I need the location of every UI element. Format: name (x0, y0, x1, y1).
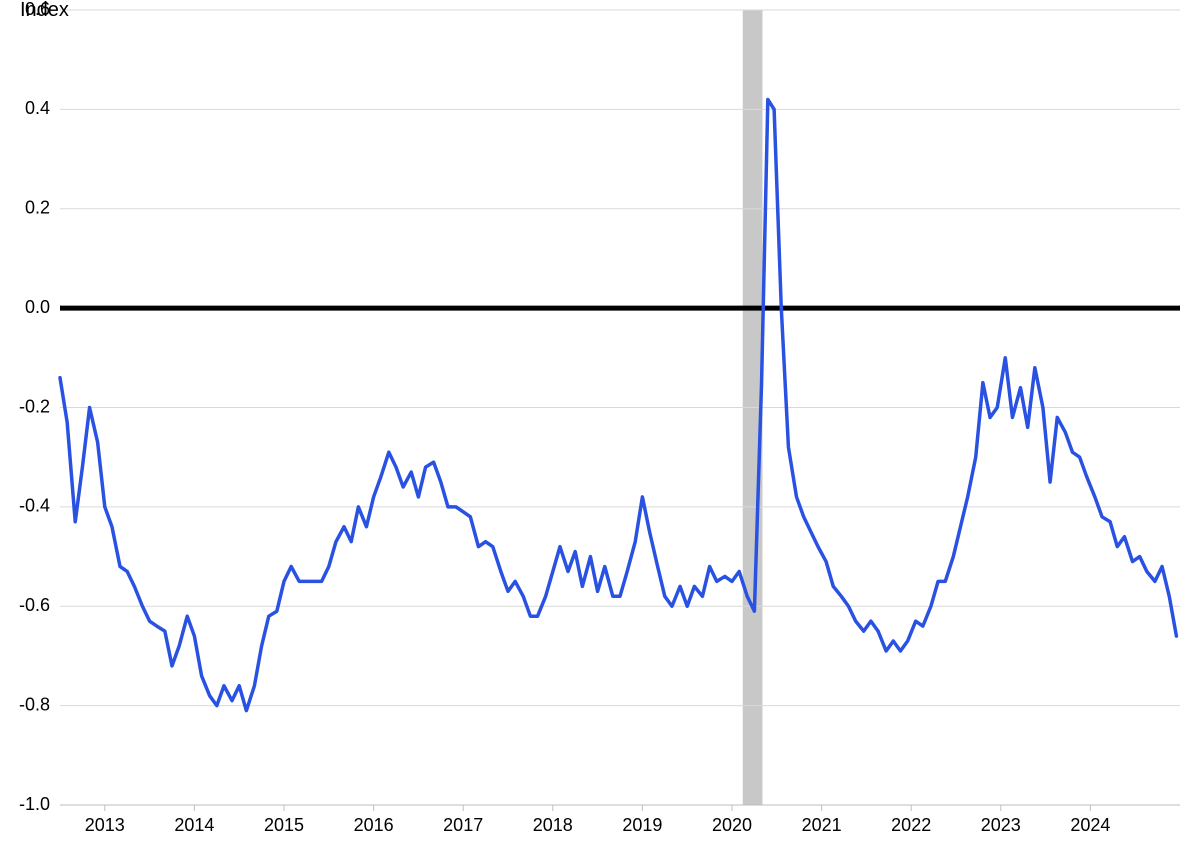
y-tick-label: -0.8 (19, 694, 50, 714)
x-tick-label: 2015 (264, 815, 304, 835)
line-chart: -1.0-0.8-0.6-0.4-0.20.00.20.40.620132014… (0, 0, 1195, 845)
x-tick-label: 2016 (354, 815, 394, 835)
y-tick-label: -0.6 (19, 595, 50, 615)
data-line (60, 99, 1176, 710)
y-tick-label: 0.2 (25, 198, 50, 218)
y-tick-label: -0.4 (19, 496, 50, 516)
x-tick-label: 2020 (712, 815, 752, 835)
y-tick-label: 0.4 (25, 98, 50, 118)
y-tick-label: 0.0 (25, 297, 50, 317)
x-tick-label: 2023 (981, 815, 1021, 835)
x-tick-label: 2013 (85, 815, 125, 835)
x-tick-label: 2021 (802, 815, 842, 835)
x-tick-label: 2014 (174, 815, 214, 835)
chart-title: Index (20, 0, 69, 21)
chart-svg: -1.0-0.8-0.6-0.4-0.20.00.20.40.620132014… (0, 0, 1195, 845)
x-tick-label: 2022 (891, 815, 931, 835)
x-tick-label: 2024 (1070, 815, 1110, 835)
x-tick-label: 2017 (443, 815, 483, 835)
x-tick-label: 2019 (622, 815, 662, 835)
y-tick-label: -0.2 (19, 396, 50, 416)
y-tick-label: -1.0 (19, 794, 50, 814)
x-tick-label: 2018 (533, 815, 573, 835)
